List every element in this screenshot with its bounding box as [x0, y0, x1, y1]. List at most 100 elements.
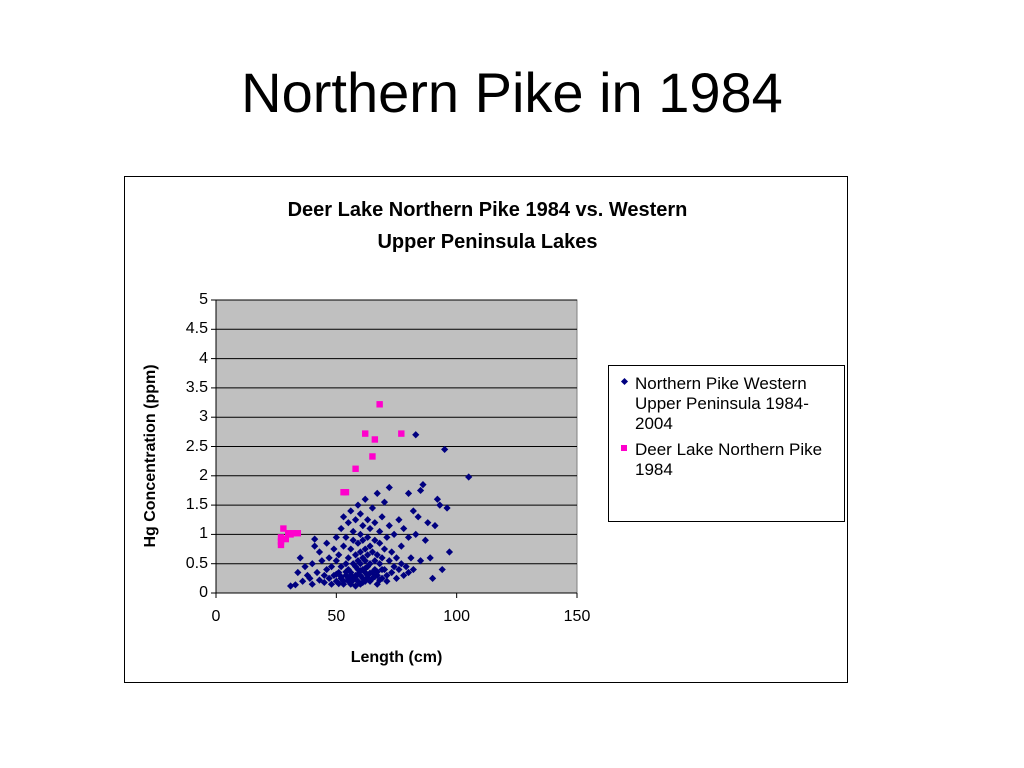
data-point-western-up	[378, 565, 386, 574]
data-point-western-up	[443, 504, 451, 512]
data-point-western-up	[296, 554, 304, 562]
data-point-western-up	[431, 522, 439, 530]
data-point-western-up	[465, 473, 473, 481]
data-point-western-up	[351, 516, 360, 524]
data-point-western-up	[351, 572, 360, 581]
data-point-western-up	[356, 567, 364, 575]
data-point-deer-lake	[342, 489, 350, 496]
data-point-western-up	[426, 554, 434, 562]
data-point-deer-lake	[277, 534, 285, 541]
data-point-deer-lake	[362, 430, 369, 437]
data-point-western-up	[320, 578, 328, 587]
y-tick-label: 2.5	[185, 437, 208, 455]
data-point-western-up	[364, 516, 372, 524]
data-point-western-up	[347, 580, 355, 588]
square-marker-icon	[617, 440, 631, 451]
data-point-western-up	[320, 571, 328, 580]
data-point-western-up	[347, 507, 355, 515]
data-point-western-up	[303, 571, 312, 580]
data-point-deer-lake	[369, 453, 376, 460]
data-point-western-up	[383, 577, 391, 585]
legend-item-western-up: Northern Pike Western Upper Peninsula 19…	[617, 374, 838, 434]
data-point-western-up	[376, 527, 384, 536]
legend-item-deer-lake: Deer Lake Northern Pike 1984	[617, 440, 838, 480]
legend-label: Deer Lake Northern Pike 1984	[635, 440, 823, 479]
data-point-western-up	[356, 530, 364, 538]
data-point-western-up	[361, 564, 369, 572]
data-point-western-up	[354, 539, 362, 547]
data-point-western-up	[349, 576, 357, 584]
series-deer-lake	[277, 401, 405, 549]
data-point-western-up	[366, 524, 374, 533]
data-point-deer-lake	[371, 436, 379, 443]
data-point-western-up	[378, 574, 386, 582]
data-point-deer-lake	[280, 525, 287, 532]
data-point-western-up	[371, 565, 379, 574]
data-point-western-up	[441, 445, 449, 454]
data-point-western-up	[385, 557, 393, 565]
data-point-western-up	[349, 536, 357, 544]
data-point-western-up	[366, 577, 374, 585]
data-point-western-up	[323, 539, 331, 547]
series-western-up	[287, 431, 473, 590]
data-point-western-up	[366, 542, 374, 550]
data-point-western-up	[337, 572, 345, 581]
data-point-western-up	[416, 557, 425, 565]
diamond-marker-icon	[617, 374, 631, 386]
data-point-western-up	[335, 580, 343, 588]
data-point-western-up	[364, 533, 372, 541]
data-point-western-up	[380, 545, 389, 553]
data-point-deer-lake	[398, 430, 405, 437]
data-point-western-up	[380, 498, 389, 506]
y-axis-label: Hg Concentration (ppm)	[142, 364, 159, 548]
data-point-western-up	[400, 524, 408, 533]
chart-title: Deer Lake Northern Pike 1984 vs. Western…	[287, 199, 688, 253]
data-point-western-up	[325, 574, 333, 582]
data-point-western-up	[438, 565, 446, 574]
legend-label: Northern Pike Western Upper Peninsula 19…	[635, 374, 809, 433]
data-point-western-up	[342, 568, 350, 576]
data-point-western-up	[424, 519, 432, 527]
data-point-western-up	[344, 565, 352, 574]
data-point-western-up	[373, 568, 381, 576]
data-point-western-up	[373, 580, 381, 588]
data-point-western-up	[366, 569, 374, 577]
y-tick-label: 2	[199, 466, 208, 484]
y-tick-label: 0.5	[185, 554, 208, 572]
data-point-western-up	[397, 542, 405, 550]
data-point-western-up	[339, 577, 348, 585]
data-point-western-up	[364, 574, 372, 582]
data-point-western-up	[376, 539, 384, 547]
slide-title: Northern Pike in 1984	[241, 61, 783, 124]
data-point-deer-lake	[289, 530, 297, 537]
data-point-western-up	[395, 565, 403, 574]
data-point-western-up	[412, 431, 420, 439]
data-point-western-up	[327, 580, 336, 588]
data-point-western-up	[349, 560, 357, 568]
data-point-western-up	[388, 548, 396, 556]
data-point-western-up	[429, 574, 437, 582]
data-point-western-up	[390, 530, 398, 538]
data-point-western-up	[433, 495, 442, 503]
data-point-western-up	[344, 575, 352, 583]
x-tick-label: 50	[327, 608, 346, 625]
data-point-western-up	[349, 527, 357, 536]
data-point-western-up	[407, 554, 415, 562]
chart-frame: Deer Lake Northern Pike 1984 vs. Western…	[124, 176, 848, 683]
chart-plot-svg	[211, 299, 578, 598]
data-point-western-up	[344, 554, 352, 562]
data-point-western-up	[332, 577, 340, 585]
data-point-western-up	[342, 533, 350, 541]
data-point-western-up	[383, 571, 391, 580]
data-point-western-up	[436, 501, 444, 509]
axes	[211, 299, 578, 598]
data-point-western-up	[323, 565, 331, 574]
data-point-deer-lake	[282, 535, 289, 543]
data-point-western-up	[419, 480, 427, 489]
chart-legend: Northern Pike Western Upper Peninsula 19…	[608, 365, 845, 522]
data-point-western-up	[404, 568, 413, 577]
x-tick-label: 100	[443, 608, 470, 625]
data-point-western-up	[291, 581, 300, 589]
data-point-western-up	[404, 533, 413, 541]
data-point-western-up	[376, 576, 384, 584]
